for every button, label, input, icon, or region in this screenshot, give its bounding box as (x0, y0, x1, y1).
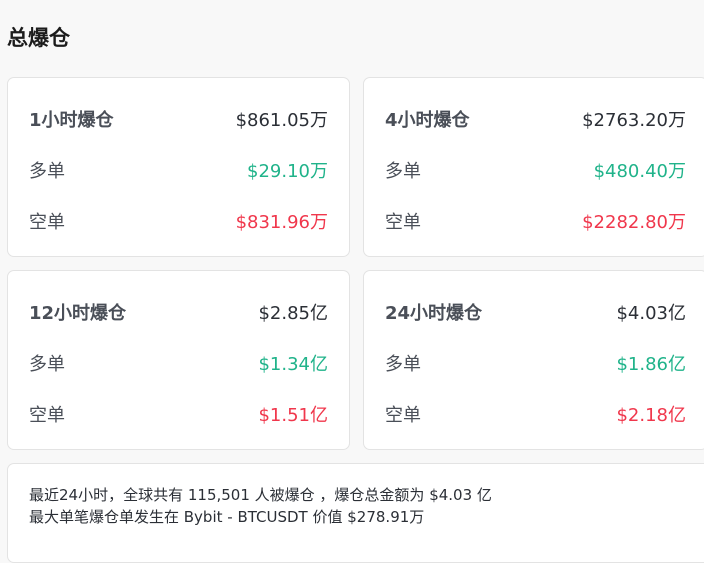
long-value: $29.10万 (247, 161, 328, 182)
short-value: $831.96万 (235, 212, 328, 233)
total-value: $4.03亿 (616, 303, 686, 324)
long-row: 多单 $480.40万 (385, 157, 686, 183)
total-row: 24小时爆仓 $4.03亿 (385, 299, 686, 325)
liquidation-card: 24小时爆仓 $4.03亿 多单 $1.86亿 空单 $2.18亿 (363, 270, 704, 450)
liquidation-card: 12小时爆仓 $2.85亿 多单 $1.34亿 空单 $1.51亿 (7, 270, 350, 450)
period-label: 1小时爆仓 (29, 110, 114, 131)
total-value: $2763.20万 (582, 110, 686, 131)
page-title: 总爆仓 (7, 26, 70, 50)
liquidation-card: 4小时爆仓 $2763.20万 多单 $480.40万 空单 $2282.80万 (363, 77, 704, 257)
long-label: 多单 (385, 161, 421, 182)
period-label: 4小时爆仓 (385, 110, 470, 131)
long-value: $1.86亿 (616, 354, 686, 375)
summary-line-1: 最近24小时，全球共有 115,501 人被爆仓 ，爆仓总金额为 $4.03 亿 (29, 486, 492, 504)
short-label: 空单 (29, 212, 65, 233)
short-value: $2.18亿 (616, 405, 686, 426)
short-value: $2282.80万 (582, 212, 686, 233)
summary-line-2: 最大单笔爆仓单发生在 Bybit - BTCUSDT 价值 $278.91万 (29, 508, 425, 526)
long-row: 多单 $1.34亿 (29, 350, 328, 376)
short-row: 空单 $2282.80万 (385, 208, 686, 234)
long-value: $480.40万 (593, 161, 686, 182)
short-row: 空单 $831.96万 (29, 208, 328, 234)
long-label: 多单 (29, 354, 65, 375)
short-row: 空单 $2.18亿 (385, 401, 686, 427)
period-label: 12小时爆仓 (29, 303, 127, 324)
short-label: 空单 (385, 212, 421, 233)
total-value: $2.85亿 (258, 303, 328, 324)
long-label: 多单 (385, 354, 421, 375)
short-label: 空单 (385, 405, 421, 426)
short-row: 空单 $1.51亿 (29, 401, 328, 427)
summary-card: 最近24小时，全球共有 115,501 人被爆仓 ，爆仓总金额为 $4.03 亿… (7, 463, 704, 563)
total-row: 12小时爆仓 $2.85亿 (29, 299, 328, 325)
long-row: 多单 $29.10万 (29, 157, 328, 183)
liquidation-card: 1小时爆仓 $861.05万 多单 $29.10万 空单 $831.96万 (7, 77, 350, 257)
long-label: 多单 (29, 161, 65, 182)
period-label: 24小时爆仓 (385, 303, 483, 324)
long-value: $1.34亿 (258, 354, 328, 375)
total-row: 4小时爆仓 $2763.20万 (385, 106, 686, 132)
total-value: $861.05万 (235, 110, 328, 131)
total-row: 1小时爆仓 $861.05万 (29, 106, 328, 132)
short-value: $1.51亿 (258, 405, 328, 426)
short-label: 空单 (29, 405, 65, 426)
long-row: 多单 $1.86亿 (385, 350, 686, 376)
